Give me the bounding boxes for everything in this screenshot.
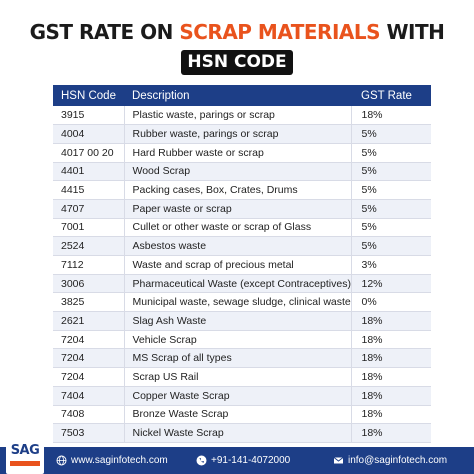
description-cell: Nickel Waste Scrap: [123, 423, 351, 443]
description-cell: Waste and scrap of precious metal: [123, 255, 351, 275]
footer-email[interactable]: info@saginfotech.com: [333, 455, 447, 466]
globe-icon: [56, 455, 67, 466]
table-row: 7408 Bronze Waste Scrap 18%: [53, 405, 431, 425]
hsn-code-cell: 4415: [53, 180, 124, 200]
description-cell: Slag Ash Waste: [123, 311, 351, 331]
gst-rate-cell: 3%: [350, 255, 431, 275]
table-header-row: HSN Code Description GST Rate: [53, 85, 431, 106]
hsn-code-cell: 7408: [53, 405, 124, 425]
title-accent: SCRAP MATERIALS: [179, 20, 381, 44]
hsn-code-cell: 4707: [53, 199, 124, 219]
website-text: www.saginfotech.com: [71, 455, 168, 466]
description-cell: Municipal waste, sewage sludge, clinical…: [123, 292, 351, 313]
header-hsn-code: HSN Code: [53, 85, 124, 106]
hsn-code-cell: 7001: [53, 218, 124, 238]
gst-rate-cell: 5%: [350, 236, 431, 256]
gst-rate-cell: 5%: [350, 199, 431, 219]
table-row: 7204 Scrap US Rail 18%: [53, 367, 431, 387]
gst-rate-cell: 18%: [350, 386, 431, 406]
hsn-code-cell: 7204: [53, 367, 124, 387]
title-part-1: GST RATE ON: [29, 20, 180, 44]
hsn-code-cell: 3006: [53, 274, 124, 294]
table-row: 3006 Pharmaceutical Waste (except Contrac…: [53, 274, 431, 294]
footer-phone[interactable]: +91-141-4072000: [196, 455, 290, 466]
description-cell: Copper Waste Scrap: [123, 386, 351, 406]
title-part-2: WITH: [380, 20, 445, 44]
gst-rate-cell: 5%: [350, 143, 431, 163]
gst-rate-cell: 5%: [350, 218, 431, 238]
table-row: 4004 Rubber waste, parings or scrap 5%: [53, 124, 431, 144]
table-row: 7001 Cullet or other waste or scrap of Gl…: [53, 218, 431, 238]
page-title: GST RATE ON SCRAP MATERIALS WITH: [0, 20, 474, 44]
table-row: 7204 Vehicle Scrap 18%: [53, 330, 431, 350]
header-description: Description: [124, 85, 351, 106]
hsn-code-cell: 7404: [53, 386, 124, 406]
table-row: 4707 Paper waste or scrap 5%: [53, 199, 431, 219]
hsn-code-cell: 7112: [53, 255, 124, 275]
footer-bar: [0, 447, 474, 474]
logo-text: SAG: [10, 443, 40, 458]
gst-rate-cell: 5%: [350, 180, 431, 200]
description-cell: Asbestos waste: [123, 236, 351, 256]
footer-website[interactable]: www.saginfotech.com: [56, 455, 168, 466]
description-cell: Cullet or other waste or scrap of Glass: [123, 218, 351, 238]
gst-rate-cell: 18%: [350, 311, 431, 331]
gst-rate-cell: 18%: [350, 367, 431, 387]
sag-logo: SAG: [6, 440, 44, 474]
phone-text: +91-141-4072000: [211, 455, 291, 466]
hsn-code-cell: 7503: [53, 423, 124, 443]
table-row: 4415 Packing cases, Box, Crates, Drums 5%: [53, 180, 431, 200]
hsn-code-cell: 2621: [53, 311, 124, 331]
gst-table-container: HSN Code Description GST Rate 3915 Plasti…: [53, 85, 431, 443]
description-cell: Vehicle Scrap: [123, 330, 351, 350]
description-cell: Packing cases, Box, Crates, Drums: [123, 180, 351, 200]
hsn-code-cell: 7204: [53, 348, 124, 369]
table-row: 3915 Plastic waste, parings or scrap 18%: [53, 106, 431, 126]
logo-stripe: [10, 461, 40, 466]
table-row: 2621 Slag Ash Waste 18%: [53, 311, 431, 331]
table-row: 3825 Municipal waste, sewage sludge, clin…: [53, 292, 431, 313]
table-body: 3915 Plastic waste, parings or scrap 18% 40…: [53, 106, 431, 443]
gst-rate-cell: 12%: [350, 274, 431, 294]
table-row: 4401 Wood Scrap 5%: [53, 162, 431, 182]
table-row: 7404 Copper Waste Scrap 18%: [53, 386, 431, 406]
gst-rate-cell: 18%: [350, 405, 431, 425]
description-cell: Pharmaceutical Waste (except Contracepti…: [123, 274, 351, 294]
title-badge: HSN CODE: [181, 50, 293, 75]
gst-rate-cell: 18%: [350, 423, 431, 443]
phone-icon: [196, 455, 207, 466]
hsn-code-cell: 3825: [53, 292, 124, 313]
description-cell: Wood Scrap: [123, 162, 351, 182]
hsn-code-cell: 4401: [53, 162, 124, 182]
table-row: 2524 Asbestos waste 5%: [53, 236, 431, 256]
header-gst-rate: GST Rate: [351, 85, 431, 106]
gst-rate-cell: 5%: [350, 124, 431, 144]
gst-rate-cell: 0%: [350, 292, 431, 313]
hsn-code-cell: 4017 00 20: [53, 143, 124, 163]
table-row: 7204 MS Scrap of all types 18%: [53, 348, 431, 369]
gst-rate-cell: 18%: [350, 330, 431, 350]
hsn-code-cell: 3915: [53, 106, 124, 126]
hsn-code-cell: 2524: [53, 236, 124, 256]
mail-icon: [333, 455, 344, 466]
description-cell: MS Scrap of all types: [123, 348, 351, 369]
gst-rate-cell: 5%: [350, 162, 431, 182]
gst-rate-table: HSN Code Description GST Rate 3915 Plasti…: [53, 85, 431, 443]
hsn-code-cell: 7204: [53, 330, 124, 350]
gst-rate-cell: 18%: [350, 106, 431, 126]
description-cell: Bronze Waste Scrap: [123, 405, 351, 425]
description-cell: Hard Rubber waste or scrap: [123, 143, 351, 163]
gst-rate-cell: 18%: [350, 348, 431, 369]
description-cell: Scrap US Rail: [123, 367, 351, 387]
description-cell: Plastic waste, parings or scrap: [123, 106, 351, 126]
table-row: 7112 Waste and scrap of precious metal 3%: [53, 255, 431, 275]
email-text: info@saginfotech.com: [348, 455, 448, 466]
table-row: 7503 Nickel Waste Scrap 18%: [53, 423, 431, 443]
hsn-code-cell: 4004: [53, 124, 124, 144]
description-cell: Rubber waste, parings or scrap: [123, 124, 351, 144]
description-cell: Paper waste or scrap: [123, 199, 351, 219]
table-row: 4017 00 20 Hard Rubber waste or scrap 5%: [53, 143, 431, 163]
